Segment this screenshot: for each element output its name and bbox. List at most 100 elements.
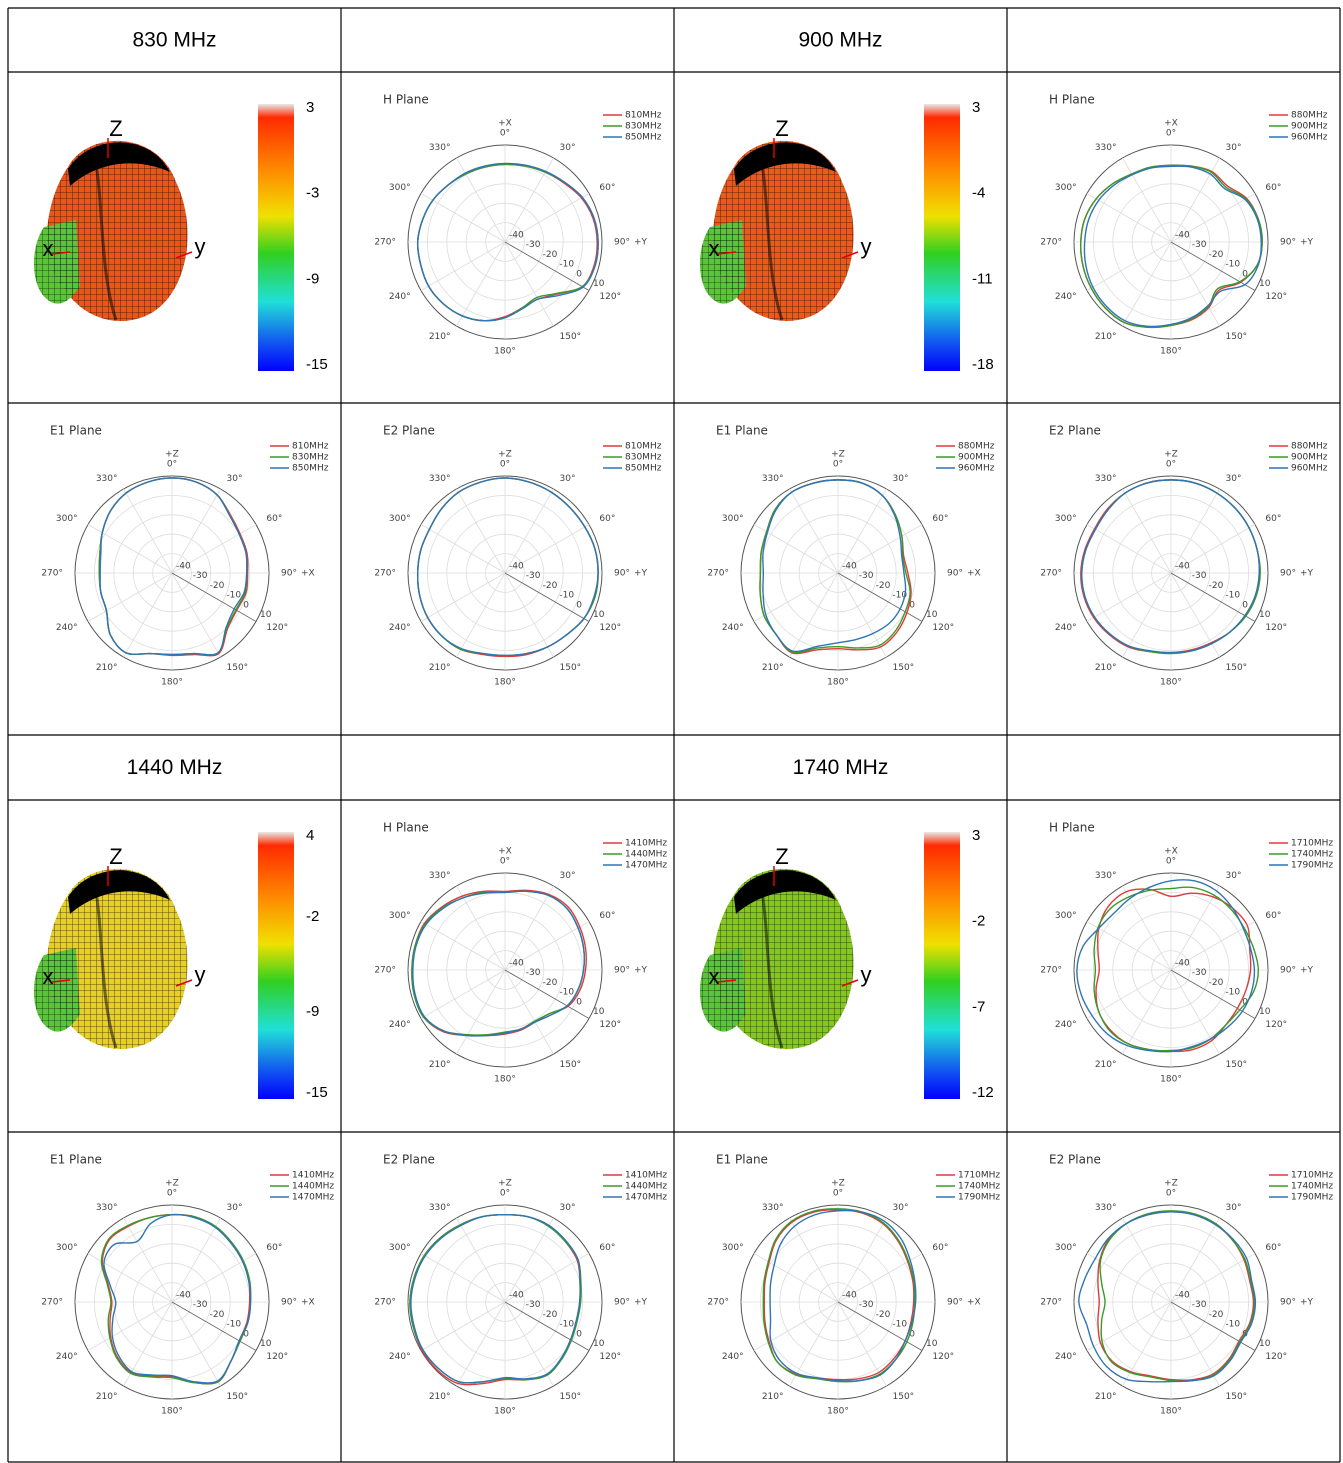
colorbar-tick-label: -15 xyxy=(306,1084,328,1101)
angular-tick-label: 150° xyxy=(560,663,582,673)
legend-label: 960MHz xyxy=(958,464,995,474)
x-axis-label: x xyxy=(709,236,720,261)
angular-tick-label: 180° xyxy=(1160,1075,1182,1085)
top-axis-label: +X xyxy=(498,847,512,857)
angular-grid-line xyxy=(1086,572,1172,622)
legend-label: 1710MHz xyxy=(1291,1171,1333,1181)
x-axis xyxy=(717,979,737,983)
radial-tick-label: -20 xyxy=(543,250,558,260)
legend-label: 810MHz xyxy=(292,442,329,452)
angular-tick-label: 270° xyxy=(1040,569,1062,579)
pattern-curve xyxy=(769,1209,917,1382)
angular-tick-label: 150° xyxy=(1226,332,1248,342)
angular-grid-line xyxy=(837,572,887,658)
radial-tick-label: -30 xyxy=(526,968,541,978)
y-axis-label: y xyxy=(195,234,206,259)
y-axis xyxy=(175,251,193,259)
radial-tick-label: -10 xyxy=(1225,591,1240,601)
pattern-mesh xyxy=(46,868,188,1050)
colorbar-tick-label: -9 xyxy=(306,1003,319,1020)
radial-tick-label: 0 xyxy=(576,997,582,1007)
angular-tick-label: 150° xyxy=(893,1392,915,1402)
top-axis-label: +Z xyxy=(831,1179,845,1189)
colorbar-tick-label: 4 xyxy=(306,827,314,844)
angular-grid-line xyxy=(171,1301,221,1387)
colorbar-tick-label: -7 xyxy=(972,998,985,1015)
radial-tick-label: 10 xyxy=(926,610,938,620)
angular-tick-label: 330° xyxy=(1095,474,1117,484)
right-axis-label: +Y xyxy=(1300,1298,1314,1308)
colorbar-tick-label: -2 xyxy=(972,913,985,930)
angular-tick-label: 240° xyxy=(389,1352,411,1362)
right-axis-label: +X xyxy=(967,569,981,579)
polar-title: E2 Plane xyxy=(1049,424,1101,438)
pattern-curve xyxy=(103,1213,252,1384)
angular-tick-label: 180° xyxy=(827,678,849,688)
angular-grid-line xyxy=(171,572,221,658)
legend-label: 1740MHz xyxy=(1291,850,1333,860)
colorbar-tick-label: -18 xyxy=(972,356,994,373)
legend-label: 1710MHz xyxy=(958,1171,1000,1181)
angular-tick-label: 60° xyxy=(1265,911,1281,921)
legend-label: 880MHz xyxy=(958,442,995,452)
angular-tick-label: 150° xyxy=(560,1392,582,1402)
radial-axis xyxy=(171,572,257,622)
pattern-curve xyxy=(1081,479,1261,654)
angular-tick-label: 30° xyxy=(560,871,576,881)
radial-tick-label: -20 xyxy=(543,978,558,988)
angular-tick-label: 210° xyxy=(1095,1392,1117,1402)
z-axis-label: Z xyxy=(109,116,122,141)
colorbar-tick-label: -4 xyxy=(972,185,985,202)
polar-title: E2 Plane xyxy=(383,1153,435,1167)
pattern-cap xyxy=(734,142,836,186)
radial-tick-label: 10 xyxy=(593,1339,605,1349)
angular-tick-label: 210° xyxy=(96,663,118,673)
angular-tick-label: 240° xyxy=(722,1352,744,1362)
angular-tick-label: 270° xyxy=(41,1298,63,1308)
radial-tick-label: -10 xyxy=(892,591,907,601)
angular-grid-line xyxy=(123,572,173,658)
radial-tick-label: 10 xyxy=(260,610,272,620)
legend-label: 1710MHz xyxy=(1291,839,1333,849)
angular-tick-label: 180° xyxy=(161,678,183,688)
angular-grid-line xyxy=(1170,1253,1256,1303)
angular-tick-label: 60° xyxy=(266,1243,282,1253)
legend-label: 1440MHz xyxy=(625,850,667,860)
angular-grid-line xyxy=(171,488,221,574)
angular-tick-label: 30° xyxy=(227,1203,243,1213)
angular-tick-label: 180° xyxy=(1160,678,1182,688)
radial-tick-label: -20 xyxy=(1209,978,1224,988)
x-axis xyxy=(717,251,737,255)
section-title: 1440 MHz xyxy=(127,756,223,779)
top-axis-label: +Z xyxy=(498,450,512,460)
angular-tick-label: 330° xyxy=(429,143,451,153)
radial-tick-label: -30 xyxy=(1192,968,1207,978)
angular-tick-label: 240° xyxy=(1055,623,1077,633)
angular-tick-label: 150° xyxy=(560,1060,582,1070)
colorbar-tick-label: -9 xyxy=(306,270,319,287)
angular-tick-label: 90° xyxy=(614,966,630,976)
y-axis xyxy=(175,979,193,987)
right-axis-label: +Y xyxy=(634,569,648,579)
angular-tick-label: 30° xyxy=(1226,143,1242,153)
angular-grid-line xyxy=(123,1217,173,1303)
pattern-mesh xyxy=(699,220,746,304)
angular-tick-label: 330° xyxy=(96,474,118,484)
angular-tick-label: 330° xyxy=(1095,871,1117,881)
pattern-curve xyxy=(412,890,586,1037)
radial-tick-label: -10 xyxy=(892,1320,907,1330)
legend-label: 1790MHz xyxy=(1291,1193,1333,1203)
right-axis-label: +Y xyxy=(634,966,648,976)
angular-tick-label: 240° xyxy=(1055,292,1077,302)
colorbar-tick-label: -11 xyxy=(972,270,993,287)
pattern-curve xyxy=(762,479,907,653)
pattern-curve xyxy=(100,1213,252,1385)
pattern-curve xyxy=(416,477,599,657)
polar-title: H Plane xyxy=(1049,821,1095,835)
angular-grid-line xyxy=(789,572,839,658)
angular-grid-line xyxy=(1170,1301,1220,1387)
angular-tick-label: 60° xyxy=(266,514,282,524)
radial-tick-label: 0 xyxy=(909,600,915,610)
angular-tick-label: 330° xyxy=(429,1203,451,1213)
angular-grid-line xyxy=(1122,969,1172,1055)
